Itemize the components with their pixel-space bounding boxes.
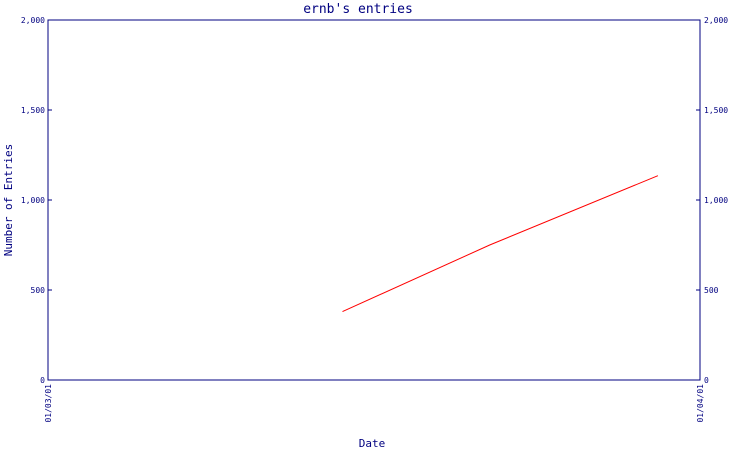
x-tick-label: 01/04/01 xyxy=(696,384,705,423)
y-tick-label-right: 2,000 xyxy=(704,16,728,25)
y-axis-right: 0 500 1,000 1,500 2,000 xyxy=(696,16,728,385)
y-axis-left: 0 500 1,000 1,500 2,000 xyxy=(21,16,52,385)
y-tick-label-left: 1,500 xyxy=(21,106,45,115)
y-tick-label-left: 2,000 xyxy=(21,16,45,25)
y-tick-label-left: 0 xyxy=(40,376,45,385)
plot-frame xyxy=(47,19,701,381)
y-axis-label: Number of Entries xyxy=(2,144,15,257)
chart-title: ernb's entries xyxy=(303,2,413,17)
y-tick-label-left: 1,000 xyxy=(21,196,45,205)
y-tick-label-right: 1,500 xyxy=(704,106,728,115)
y-tick-label-right: 1,000 xyxy=(704,196,728,205)
y-tick-label-left: 500 xyxy=(31,286,46,295)
x-tick-label: 01/03/01 xyxy=(44,384,53,423)
y-tick-label-right: 500 xyxy=(704,286,719,295)
series-line xyxy=(342,175,659,313)
y-tick-label-right: 0 xyxy=(704,376,709,385)
x-axis-label: Date xyxy=(359,437,386,450)
x-axis: 01/03/01 01/04/01 xyxy=(44,376,705,423)
